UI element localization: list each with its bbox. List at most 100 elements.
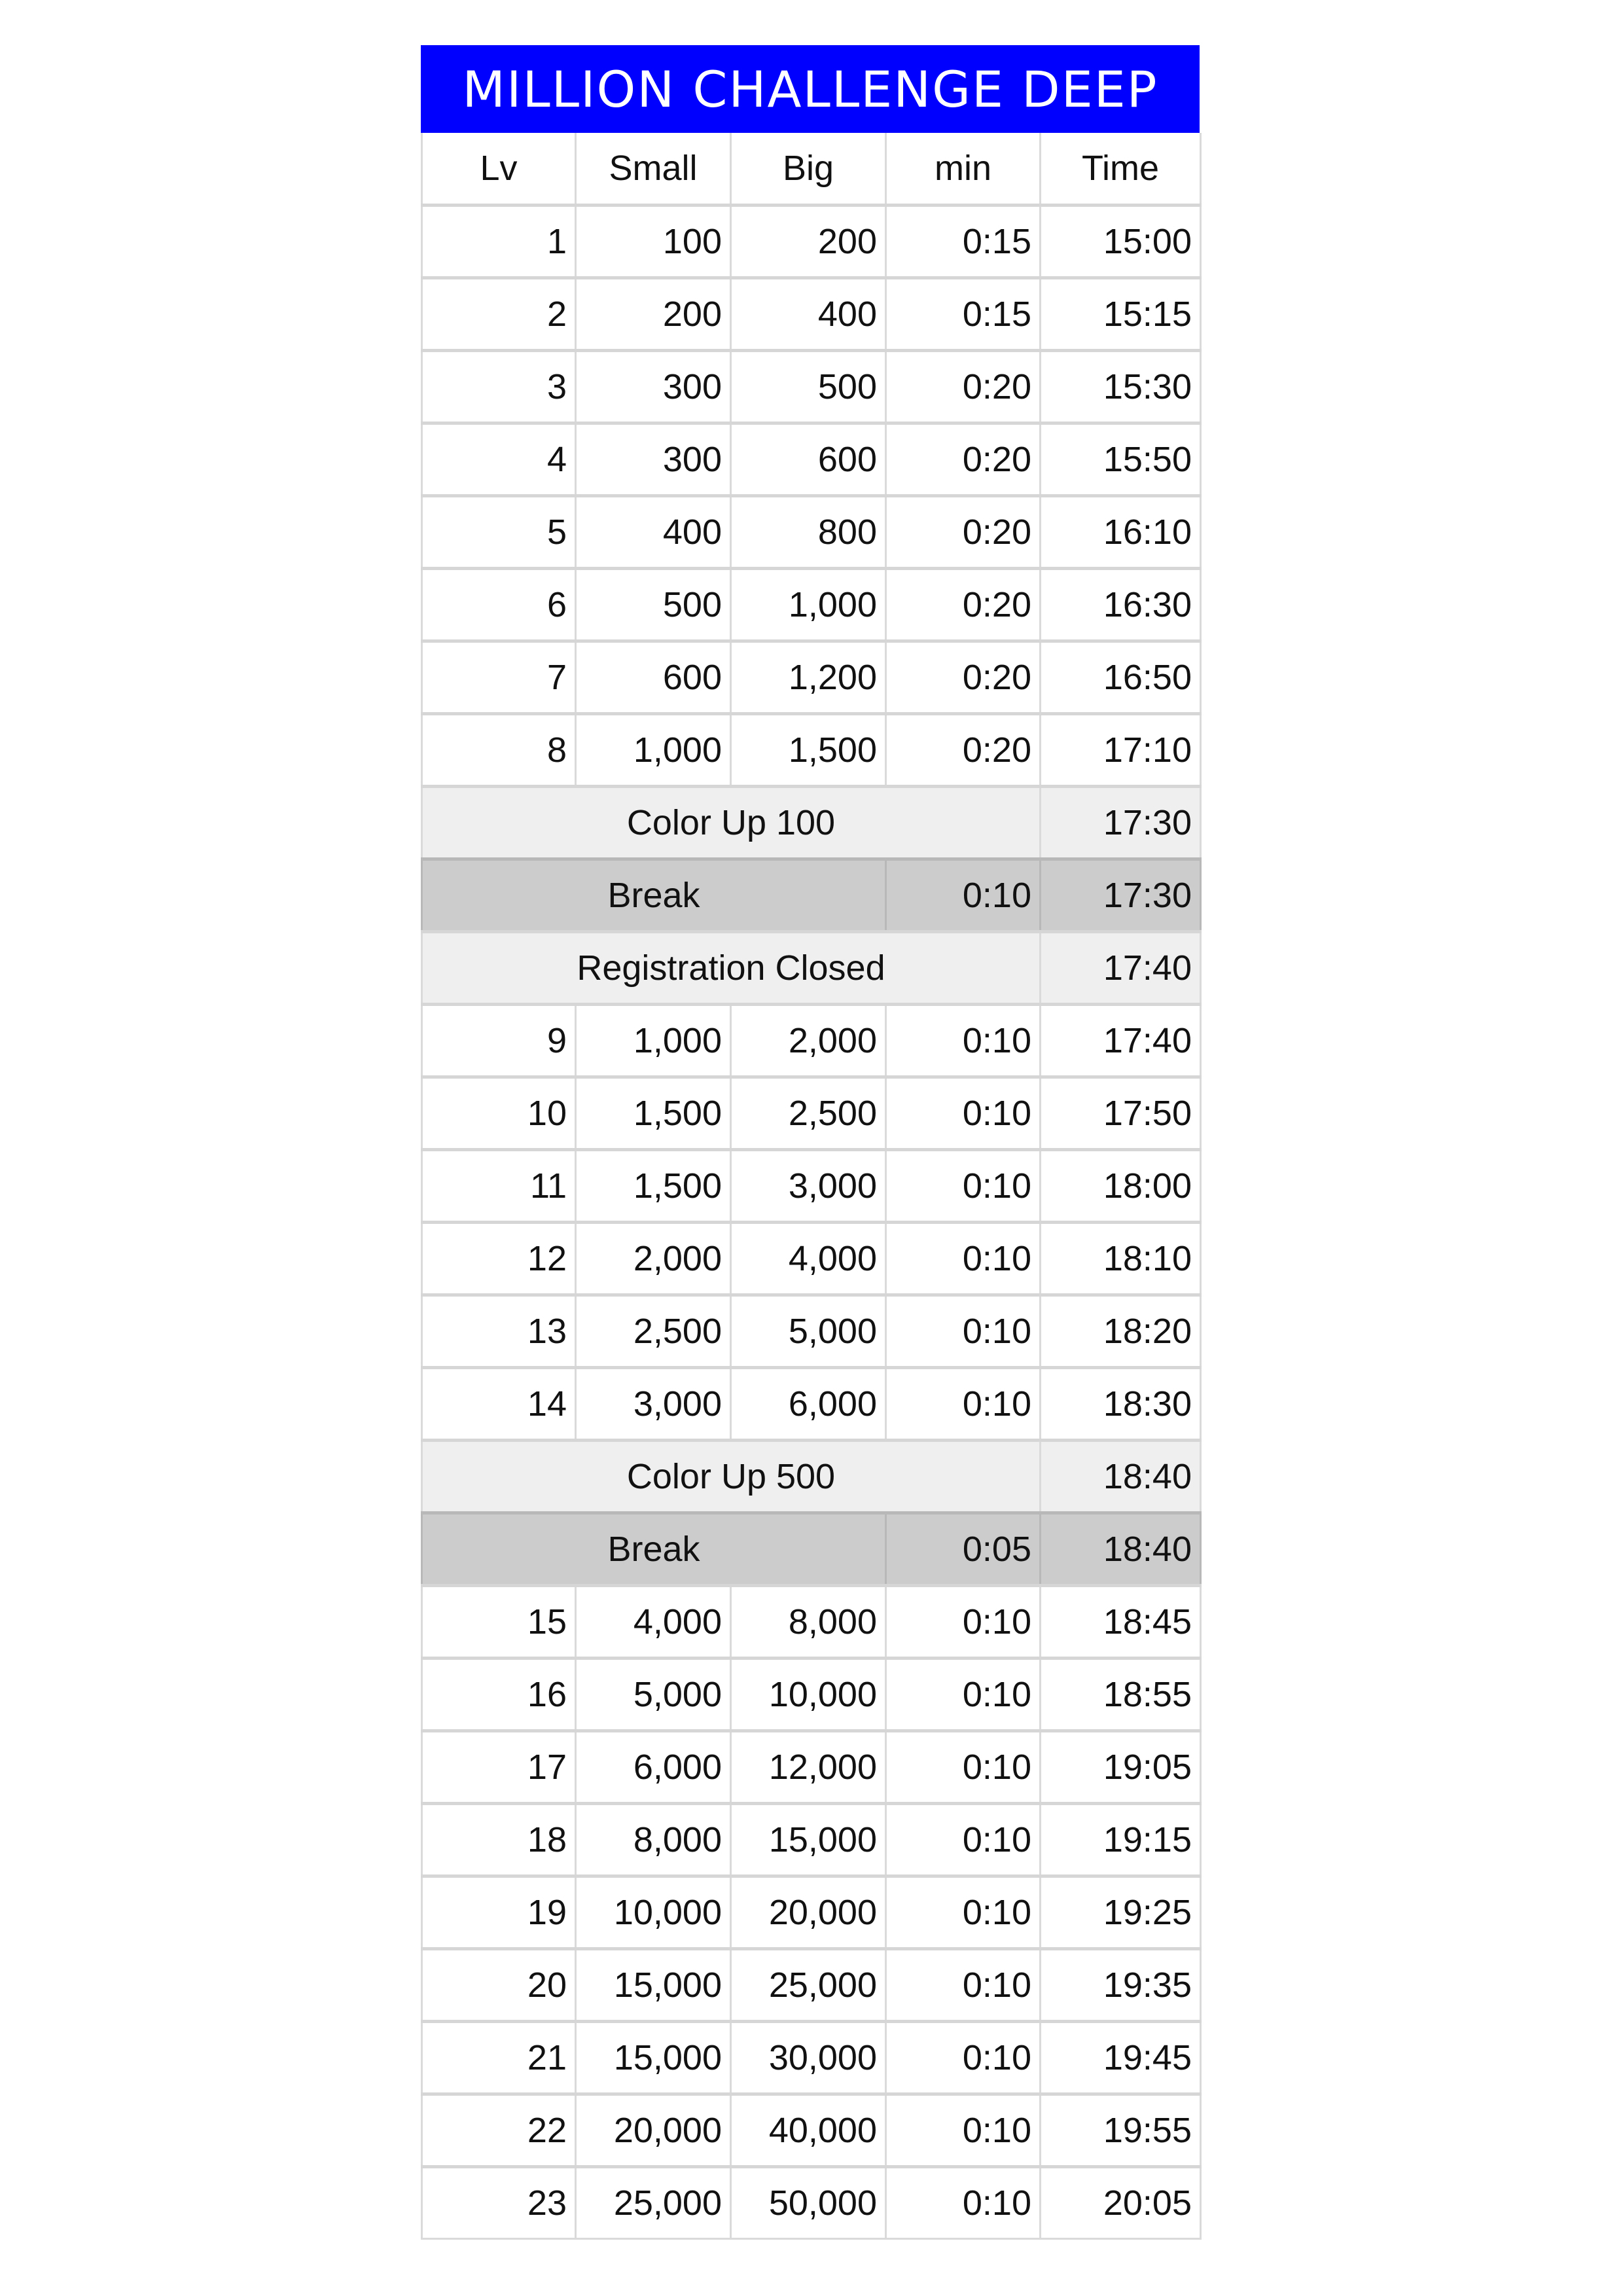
start-time-cell: 16:10 (1039, 494, 1202, 569)
duration-cell: 0:20 (885, 349, 1041, 424)
break-row: Break 0:10 17:30 (421, 857, 1202, 933)
duration-cell: 0:10 (885, 1148, 1041, 1223)
small-blind-cell: 6,000 (575, 1729, 732, 1804)
level-cell: 15 (421, 1584, 577, 1659)
level-cell: 16 (421, 1657, 577, 1732)
level-cell: 4 (421, 422, 577, 497)
level-row: 15 4,000 8,000 0:10 18:45 (421, 1584, 1202, 1659)
note-row: Registration Closed 17:40 (421, 930, 1202, 1005)
level-row: 20 15,000 25,000 0:10 19:35 (421, 1947, 1202, 2022)
duration-cell: 0:10 (885, 1293, 1041, 1369)
big-blind-cell: 800 (730, 494, 887, 569)
duration-cell: 0:10 (885, 1874, 1041, 1950)
small-blind-cell: 20,000 (575, 2092, 732, 2168)
duration-cell: 0:15 (885, 276, 1041, 351)
big-blind-cell: 1,200 (730, 639, 887, 715)
big-blind-cell: 5,000 (730, 1293, 887, 1369)
header-lv: Lv (421, 133, 577, 206)
duration-cell: 0:20 (885, 494, 1041, 569)
level-cell: 9 (421, 1003, 577, 1078)
start-time-cell: 18:10 (1039, 1221, 1202, 1296)
big-blind-cell: 12,000 (730, 1729, 887, 1804)
level-row: 17 6,000 12,000 0:10 19:05 (421, 1729, 1202, 1804)
small-blind-cell: 3,000 (575, 1366, 732, 1441)
level-cell: 19 (421, 1874, 577, 1950)
note-label: Color Up 500 (421, 1439, 1041, 1514)
duration-cell: 0:15 (885, 204, 1041, 279)
big-blind-cell: 200 (730, 204, 887, 279)
start-time-cell: 18:00 (1039, 1148, 1202, 1223)
level-row: 13 2,500 5,000 0:10 18:20 (421, 1293, 1202, 1369)
level-row: 19 10,000 20,000 0:10 19:25 (421, 1874, 1202, 1950)
small-blind-cell: 1,000 (575, 1003, 732, 1078)
level-row: 8 1,000 1,500 0:20 17:10 (421, 712, 1202, 787)
start-time-cell: 17:10 (1039, 712, 1202, 787)
level-cell: 14 (421, 1366, 577, 1441)
level-row: 9 1,000 2,000 0:10 17:40 (421, 1003, 1202, 1078)
level-cell: 7 (421, 639, 577, 715)
small-blind-cell: 8,000 (575, 1802, 732, 1877)
small-blind-cell: 2,500 (575, 1293, 732, 1369)
small-blind-cell: 100 (575, 204, 732, 279)
duration-cell: 0:10 (885, 1729, 1041, 1804)
small-blind-cell: 15,000 (575, 2020, 732, 2095)
level-row: 16 5,000 10,000 0:10 18:55 (421, 1657, 1202, 1732)
duration-cell: 0:10 (885, 1947, 1041, 2022)
duration-cell: 0:10 (885, 1657, 1041, 1732)
small-blind-cell: 1,000 (575, 712, 732, 787)
small-blind-cell: 10,000 (575, 1874, 732, 1950)
small-blind-cell: 2,000 (575, 1221, 732, 1296)
big-blind-cell: 500 (730, 349, 887, 424)
small-blind-cell: 5,000 (575, 1657, 732, 1732)
level-row: 4 300 600 0:20 15:50 (421, 422, 1202, 497)
level-cell: 5 (421, 494, 577, 569)
start-time-cell: 17:30 (1039, 785, 1202, 860)
small-blind-cell: 200 (575, 276, 732, 351)
level-cell: 8 (421, 712, 577, 787)
duration-cell: 0:10 (885, 1802, 1041, 1877)
start-time-cell: 15:00 (1039, 204, 1202, 279)
start-time-cell: 18:40 (1039, 1511, 1202, 1587)
duration-cell: 0:20 (885, 712, 1041, 787)
level-cell: 13 (421, 1293, 577, 1369)
duration-cell: 0:10 (885, 2020, 1041, 2095)
big-blind-cell: 30,000 (730, 2020, 887, 2095)
big-blind-cell: 50,000 (730, 2165, 887, 2240)
start-time-cell: 19:15 (1039, 1802, 1202, 1877)
start-time-cell: 16:30 (1039, 567, 1202, 642)
duration-cell: 0:05 (885, 1511, 1041, 1587)
level-row: 22 20,000 40,000 0:10 19:55 (421, 2092, 1202, 2168)
start-time-cell: 15:30 (1039, 349, 1202, 424)
big-blind-cell: 8,000 (730, 1584, 887, 1659)
start-time-cell: 15:15 (1039, 276, 1202, 351)
level-cell: 12 (421, 1221, 577, 1296)
duration-cell: 0:10 (885, 1584, 1041, 1659)
big-blind-cell: 40,000 (730, 2092, 887, 2168)
small-blind-cell: 300 (575, 422, 732, 497)
start-time-cell: 17:40 (1039, 1003, 1202, 1078)
sheet-title: MILLION CHALLENGE DEEP (421, 45, 1200, 133)
level-cell: 18 (421, 1802, 577, 1877)
blind-structure-table: Lv Small Big min Time 1 100 200 0:15 15:00 2 2… (421, 133, 1202, 2240)
duration-cell: 0:20 (885, 567, 1041, 642)
level-cell: 1 (421, 204, 577, 279)
big-blind-cell: 4,000 (730, 1221, 887, 1296)
big-blind-cell: 1,000 (730, 567, 887, 642)
duration-cell: 0:20 (885, 422, 1041, 497)
big-blind-cell: 6,000 (730, 1366, 887, 1441)
big-blind-cell: 400 (730, 276, 887, 351)
level-cell: 22 (421, 2092, 577, 2168)
level-cell: 17 (421, 1729, 577, 1804)
level-cell: 2 (421, 276, 577, 351)
start-time-cell: 19:35 (1039, 1947, 1202, 2022)
header-small: Small (575, 133, 732, 206)
big-blind-cell: 2,000 (730, 1003, 887, 1078)
note-label: Color Up 100 (421, 785, 1041, 860)
level-cell: 21 (421, 2020, 577, 2095)
start-time-cell: 17:50 (1039, 1075, 1202, 1151)
start-time-cell: 18:20 (1039, 1293, 1202, 1369)
small-blind-cell: 400 (575, 494, 732, 569)
level-row: 5 400 800 0:20 16:10 (421, 494, 1202, 569)
note-label: Registration Closed (421, 930, 1041, 1005)
level-row: 23 25,000 50,000 0:10 20:05 (421, 2165, 1202, 2240)
